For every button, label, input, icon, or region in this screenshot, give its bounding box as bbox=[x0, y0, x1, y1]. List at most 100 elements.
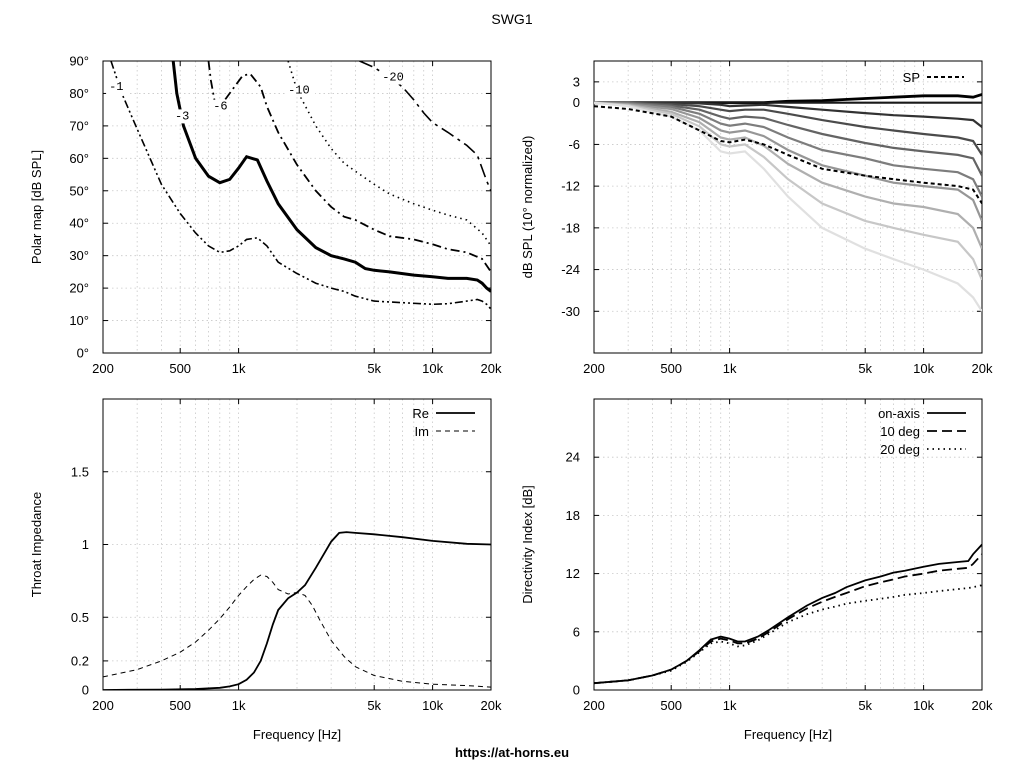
y-tick-label: 0 bbox=[82, 683, 89, 698]
y-tick-label: 0.2 bbox=[71, 653, 89, 668]
impedance-plot-area bbox=[103, 531, 491, 690]
y-tick-label: 3 bbox=[573, 74, 580, 89]
contour-line-3 bbox=[171, 61, 491, 293]
y-tick-label: 90° bbox=[69, 54, 89, 69]
series-line-40deg bbox=[594, 101, 982, 177]
contour-label-bg bbox=[106, 80, 129, 95]
x-tick-label: 500 bbox=[169, 698, 191, 713]
series-line-20deg bbox=[594, 101, 982, 128]
contour-label-1: -1 bbox=[109, 80, 123, 94]
legend-label-sp: SP bbox=[903, 70, 920, 85]
contour-line-1 bbox=[110, 61, 491, 310]
normalized-plot-area bbox=[594, 93, 982, 312]
directivity-legend: on-axis 10 deg 20 deg bbox=[878, 406, 966, 457]
legend-label-20-deg: 20 deg bbox=[880, 442, 920, 457]
polar-frame bbox=[102, 60, 492, 354]
x-tick-label: 20k bbox=[481, 698, 502, 713]
impedance-legend: Re Im bbox=[412, 406, 475, 439]
directivity-grid bbox=[594, 399, 982, 690]
legend-label-on-axis: on-axis bbox=[878, 406, 920, 421]
y-tick-label: -12 bbox=[561, 179, 580, 194]
legend-label-re: Re bbox=[412, 406, 429, 421]
figure-title: SWG1 bbox=[491, 11, 532, 27]
y-tick-label: 70° bbox=[69, 118, 89, 133]
normalized-frame bbox=[593, 60, 983, 354]
series-line-on-axis bbox=[594, 543, 982, 685]
y-tick-label: 1.5 bbox=[71, 464, 89, 479]
series-line-30deg bbox=[594, 101, 982, 156]
x-tick-label: 5k bbox=[367, 698, 381, 713]
directivity-x-axis-label: Frequency [Hz] bbox=[744, 727, 832, 742]
contour-label-10: -10 bbox=[288, 83, 310, 97]
impedance-grid bbox=[103, 399, 491, 690]
y-tick-label: 60° bbox=[69, 151, 89, 166]
normalized-legend: SP bbox=[903, 70, 964, 85]
x-tick-label: 200 bbox=[583, 361, 605, 376]
contour-label-bg bbox=[171, 109, 194, 124]
contour-label-20: -20 bbox=[382, 70, 404, 84]
x-tick-label: 10k bbox=[422, 361, 443, 376]
contour-label-bg bbox=[285, 83, 316, 98]
series-line-70deg bbox=[594, 101, 982, 250]
x-tick-label: 500 bbox=[169, 361, 191, 376]
y-tick-label: 12 bbox=[566, 566, 580, 581]
series-line-re bbox=[103, 531, 491, 690]
series-line-60deg bbox=[594, 101, 982, 222]
x-tick-label: 1k bbox=[723, 361, 737, 376]
x-tick-label: 10k bbox=[913, 361, 934, 376]
normalized-y-axis-label: dB SPL (10° normalized) bbox=[520, 136, 535, 279]
x-tick-label: 10k bbox=[422, 698, 443, 713]
y-tick-label: -24 bbox=[561, 262, 580, 277]
x-tick-label: 1k bbox=[723, 698, 737, 713]
normalized-chart: 200 500 1k 5k 10k 20k 3 0 -6 -12 -18 -24 -30 dB SPL (… bbox=[520, 60, 993, 376]
impedance-y-axis-label: Throat Impedance bbox=[29, 492, 44, 598]
x-tick-label: 10k bbox=[913, 698, 934, 713]
series-line-10-deg bbox=[594, 553, 982, 685]
directivity-plot-area bbox=[594, 543, 982, 685]
x-tick-label: 5k bbox=[367, 361, 381, 376]
y-tick-label: -30 bbox=[561, 304, 580, 319]
series-line-20-deg bbox=[594, 584, 982, 685]
y-tick-label: 0 bbox=[573, 683, 580, 698]
x-tick-label: 1k bbox=[232, 698, 246, 713]
impedance-chart: 200 500 1k 5k 10k 20k 0 0.2 0.5 1 1.5 Throat Impeda… bbox=[29, 398, 502, 742]
x-tick-label: 20k bbox=[972, 698, 993, 713]
y-tick-label: 0° bbox=[77, 346, 89, 361]
series-line-80deg bbox=[594, 101, 982, 281]
legend-label-im: Im bbox=[415, 424, 429, 439]
impedance-x-axis-label: Frequency [Hz] bbox=[253, 727, 341, 742]
x-tick-label: 200 bbox=[92, 361, 114, 376]
series-line-50deg bbox=[594, 101, 982, 198]
series-line-0deg bbox=[594, 93, 982, 105]
y-tick-label: -6 bbox=[568, 137, 580, 152]
y-tick-label: 6 bbox=[573, 624, 580, 639]
x-tick-label: 1k bbox=[232, 361, 246, 376]
y-tick-label: 80° bbox=[69, 86, 89, 101]
polar-chart: 200 500 1k 5k 10k 20k 0° 10° 20° 30° 40° 50° 60° 70° 8… bbox=[29, 54, 502, 377]
polar-y-axis-label: Polar map [dB SPL] bbox=[29, 150, 44, 264]
y-tick-label: 1 bbox=[82, 537, 89, 552]
y-tick-label: 0 bbox=[573, 95, 580, 110]
series-line-sp bbox=[594, 105, 982, 205]
y-tick-label: 50° bbox=[69, 183, 89, 198]
y-tick-label: 30° bbox=[69, 248, 89, 263]
y-tick-label: 0.5 bbox=[71, 610, 89, 625]
y-tick-label: 24 bbox=[566, 450, 580, 465]
x-tick-label: 5k bbox=[858, 698, 872, 713]
x-tick-label: 20k bbox=[972, 361, 993, 376]
directivity-chart: 200 500 1k 5k 10k 20k 0 6 12 18 24 Directivity Inde… bbox=[520, 398, 993, 742]
y-tick-label: 10° bbox=[69, 313, 89, 328]
y-tick-label: -18 bbox=[561, 220, 580, 235]
contour-line-6 bbox=[207, 61, 491, 273]
polar-grid bbox=[103, 61, 491, 353]
x-tick-label: 20k bbox=[481, 361, 502, 376]
contour-label-bg bbox=[210, 99, 233, 114]
polar-plot-area: -1 -3 -6 -10 -20 bbox=[106, 61, 491, 310]
y-tick-label: 18 bbox=[566, 508, 580, 523]
contour-label-3: -3 bbox=[175, 109, 189, 123]
x-tick-label: 500 bbox=[660, 698, 682, 713]
contour-label-6: -6 bbox=[213, 100, 227, 114]
series-line-im bbox=[103, 574, 491, 688]
contour-label-bg bbox=[379, 70, 410, 85]
